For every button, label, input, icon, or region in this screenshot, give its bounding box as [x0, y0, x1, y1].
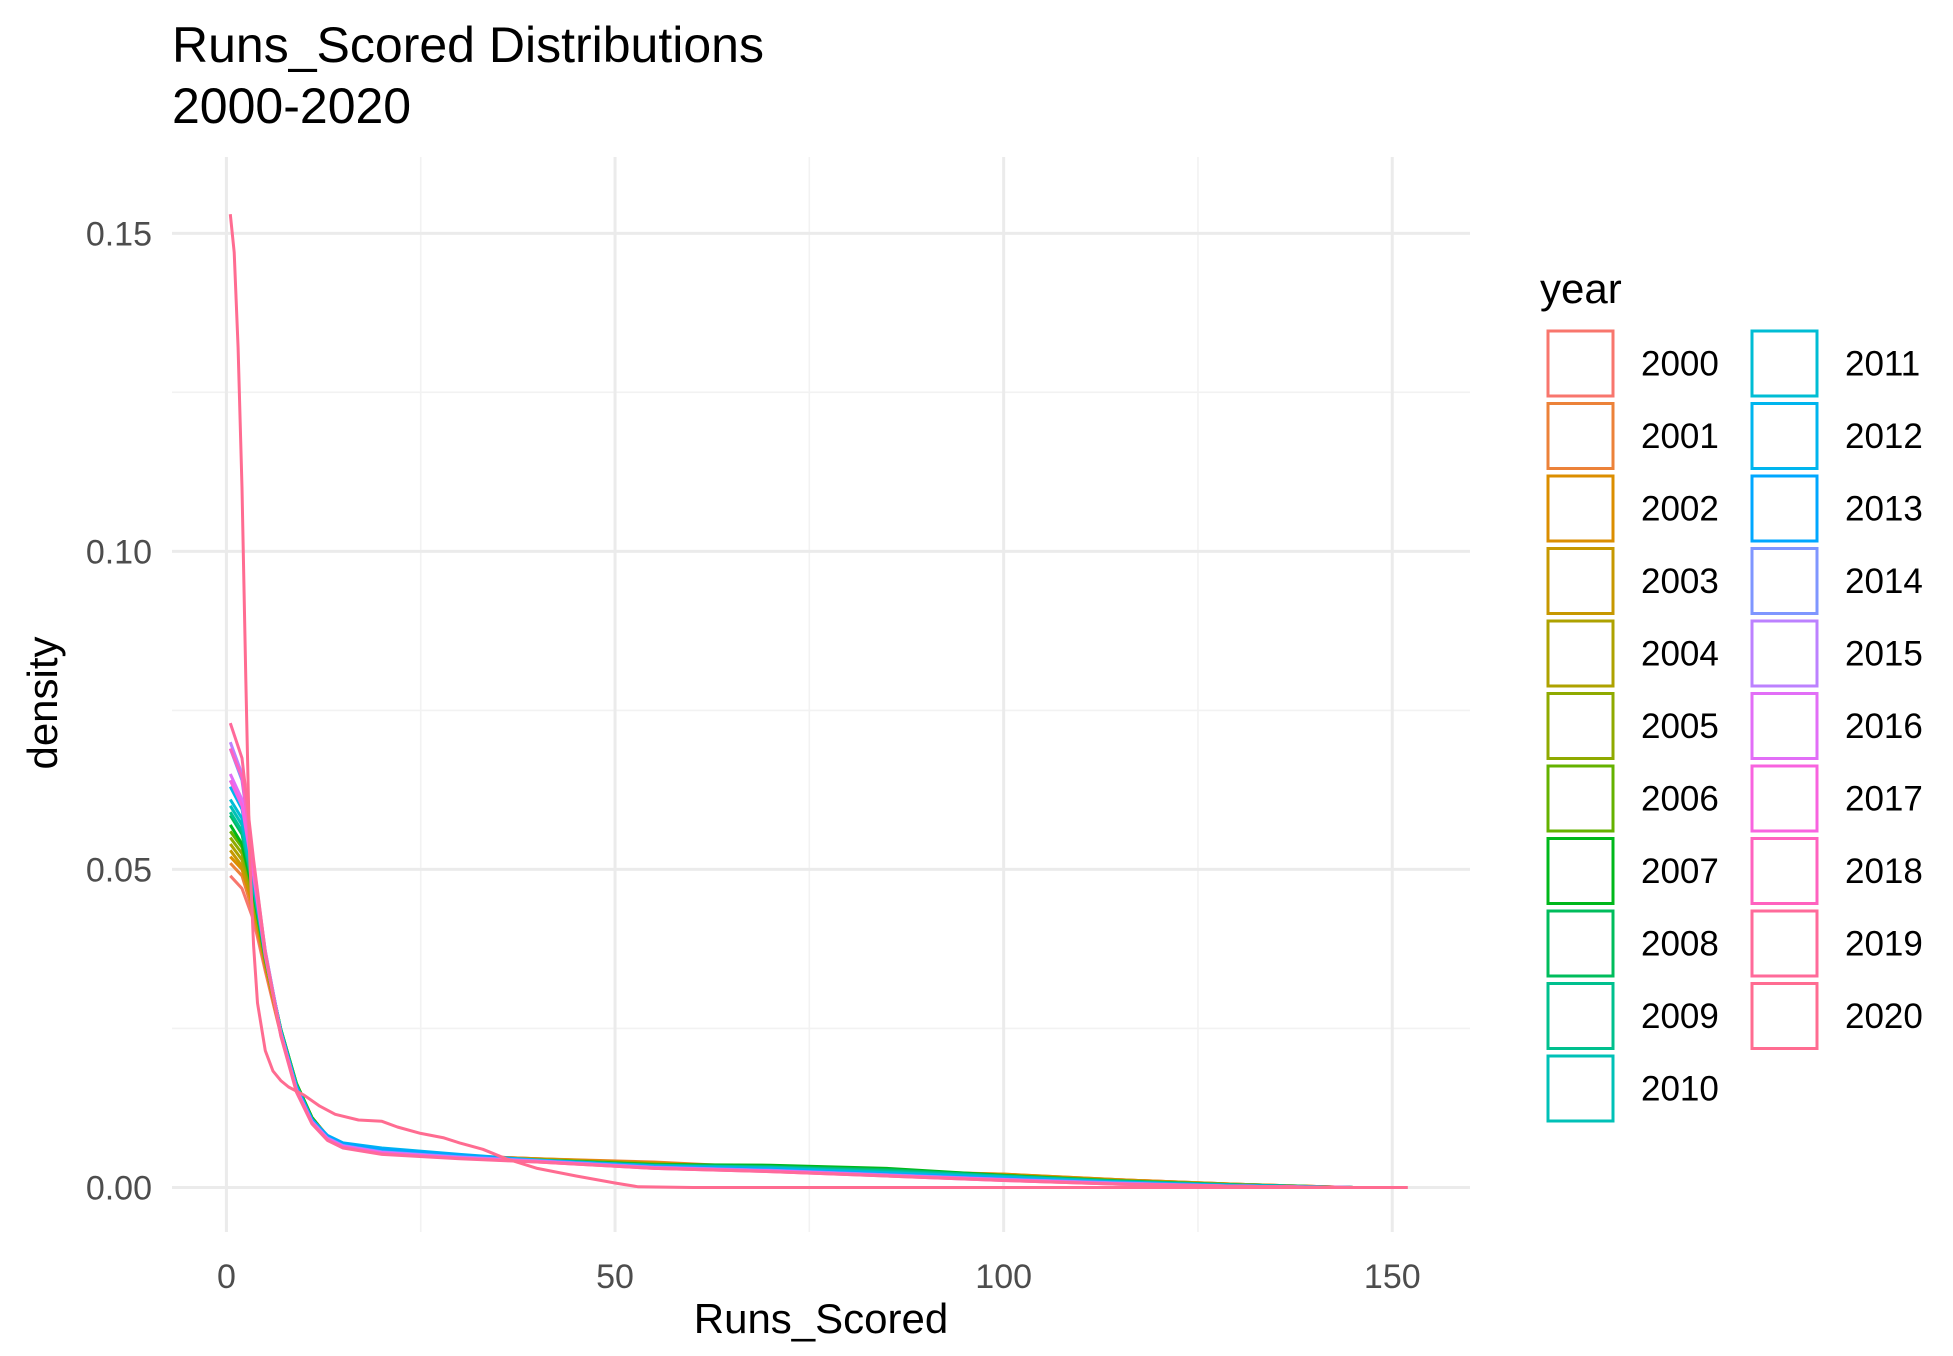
legend-item-2016: 2016 [1750, 692, 1923, 760]
legend-label: 2018 [1845, 852, 1923, 891]
legend-label: 2019 [1845, 925, 1923, 964]
series-line-2020 [228, 214, 1408, 1189]
legend-item-2002: 2002 [1546, 474, 1719, 543]
legend-key [1546, 764, 1615, 833]
legend-label: 2009 [1641, 997, 1719, 1036]
series-line-2014 [228, 748, 1354, 1189]
legend-label: 2001 [1641, 417, 1719, 456]
legend-label: 2006 [1641, 780, 1719, 819]
x-axis-title: Runs_Scored [694, 1295, 948, 1342]
legend-key [1750, 764, 1819, 833]
x-tick-label: 0 [217, 1258, 236, 1296]
legend-key [1546, 909, 1615, 978]
legend-key [1750, 547, 1819, 615]
y-tick-label: 0.05 [86, 851, 152, 889]
legend-key [1546, 1054, 1615, 1123]
series-line-2006 [229, 830, 1354, 1189]
series-line-2003 [229, 849, 1354, 1189]
series-line-2004 [229, 843, 1354, 1189]
legend-item-2007: 2007 [1546, 837, 1719, 905]
legend: year 2000 2001 2002 2003 2004 2005 2006 2007 200… [1540, 265, 1923, 1123]
y-axis-ticks: 0.00 0.05 0.10 0.15 [86, 215, 152, 1207]
legend-label: 2000 [1641, 345, 1719, 384]
legend-key [1750, 402, 1819, 470]
y-tick-label: 0.00 [86, 1169, 152, 1207]
legend-label: 2010 [1641, 1070, 1719, 1109]
legend-item-2008: 2008 [1546, 909, 1719, 978]
legend-item-2020: 2020 [1750, 982, 1923, 1050]
legend-key [1546, 692, 1615, 760]
legend-label: 2017 [1845, 780, 1923, 819]
legend-item-2004: 2004 [1546, 619, 1719, 688]
legend-label: 2004 [1641, 635, 1719, 674]
legend-key [1750, 329, 1819, 398]
density-lines [228, 214, 1408, 1189]
series-line-2001 [229, 862, 1354, 1189]
legend-label: 2016 [1845, 707, 1923, 746]
legend-key [1546, 619, 1615, 688]
legend-item-2005: 2005 [1546, 692, 1719, 760]
legend-item-2014: 2014 [1750, 547, 1923, 615]
legend-label: 2014 [1845, 562, 1923, 601]
legend-key [1546, 474, 1615, 543]
legend-item-2009: 2009 [1546, 982, 1719, 1050]
legend-key [1750, 909, 1819, 978]
x-tick-label: 150 [1364, 1258, 1421, 1296]
series-line-2002 [229, 855, 1354, 1189]
legend-key [1546, 837, 1615, 905]
y-tick-label: 0.15 [86, 215, 152, 253]
legend-label: 2020 [1845, 997, 1923, 1036]
series-line-2010 [229, 805, 1354, 1189]
legend-item-2018: 2018 [1750, 837, 1923, 905]
series-line-2015 [228, 741, 1354, 1189]
legend-label: 2005 [1641, 707, 1719, 746]
legend-item-2010: 2010 [1546, 1054, 1719, 1123]
series-line-2005 [229, 836, 1354, 1189]
legend-key [1546, 982, 1615, 1050]
legend-label: 2002 [1641, 490, 1719, 529]
legend-label: 2011 [1845, 345, 1920, 384]
legend-item-2001: 2001 [1546, 402, 1719, 470]
series-line-2018 [228, 748, 1354, 1189]
series-line-2011 [229, 798, 1354, 1189]
series-line-2008 [229, 814, 1354, 1189]
legend-key [1750, 692, 1819, 760]
legend-label: 2007 [1641, 852, 1719, 891]
legend-label: 2012 [1845, 417, 1923, 456]
chart-subtitle: 2000-2020 [172, 78, 411, 134]
legend-key [1546, 402, 1615, 470]
y-axis-title: density [19, 636, 66, 769]
legend-item-2006: 2006 [1546, 764, 1719, 833]
legend-item-2017: 2017 [1750, 764, 1923, 833]
legend-label: 2008 [1641, 925, 1719, 964]
legend-item-2013: 2013 [1750, 474, 1923, 543]
legend-key [1750, 619, 1819, 688]
x-tick-label: 100 [975, 1258, 1032, 1296]
series-line-2007 [229, 824, 1354, 1189]
legend-label: 2013 [1845, 490, 1923, 529]
legend-item-2011: 2011 [1750, 329, 1920, 398]
chart-title: Runs_Scored Distributions [172, 17, 764, 73]
plot-grid [172, 157, 1470, 1232]
x-axis-ticks: 0 50 100 150 [217, 1258, 1421, 1296]
legend-title: year [1540, 265, 1622, 312]
legend-label: 2003 [1641, 562, 1719, 601]
legend-item-2015: 2015 [1750, 619, 1923, 688]
legend-key [1546, 547, 1615, 615]
legend-key [1750, 837, 1819, 905]
legend-item-2003: 2003 [1546, 547, 1719, 615]
legend-label: 2015 [1845, 635, 1923, 674]
y-tick-label: 0.10 [86, 533, 152, 571]
legend-item-2012: 2012 [1750, 402, 1923, 470]
legend-key [1546, 329, 1615, 398]
legend-item-2000: 2000 [1546, 329, 1719, 398]
series-line-2016 [228, 773, 1354, 1189]
legend-key [1750, 982, 1819, 1050]
x-tick-label: 50 [596, 1258, 634, 1296]
series-line-2000 [229, 874, 1354, 1189]
legend-key [1750, 474, 1819, 543]
legend-item-2019: 2019 [1750, 909, 1923, 978]
series-line-2019 [228, 722, 1354, 1189]
